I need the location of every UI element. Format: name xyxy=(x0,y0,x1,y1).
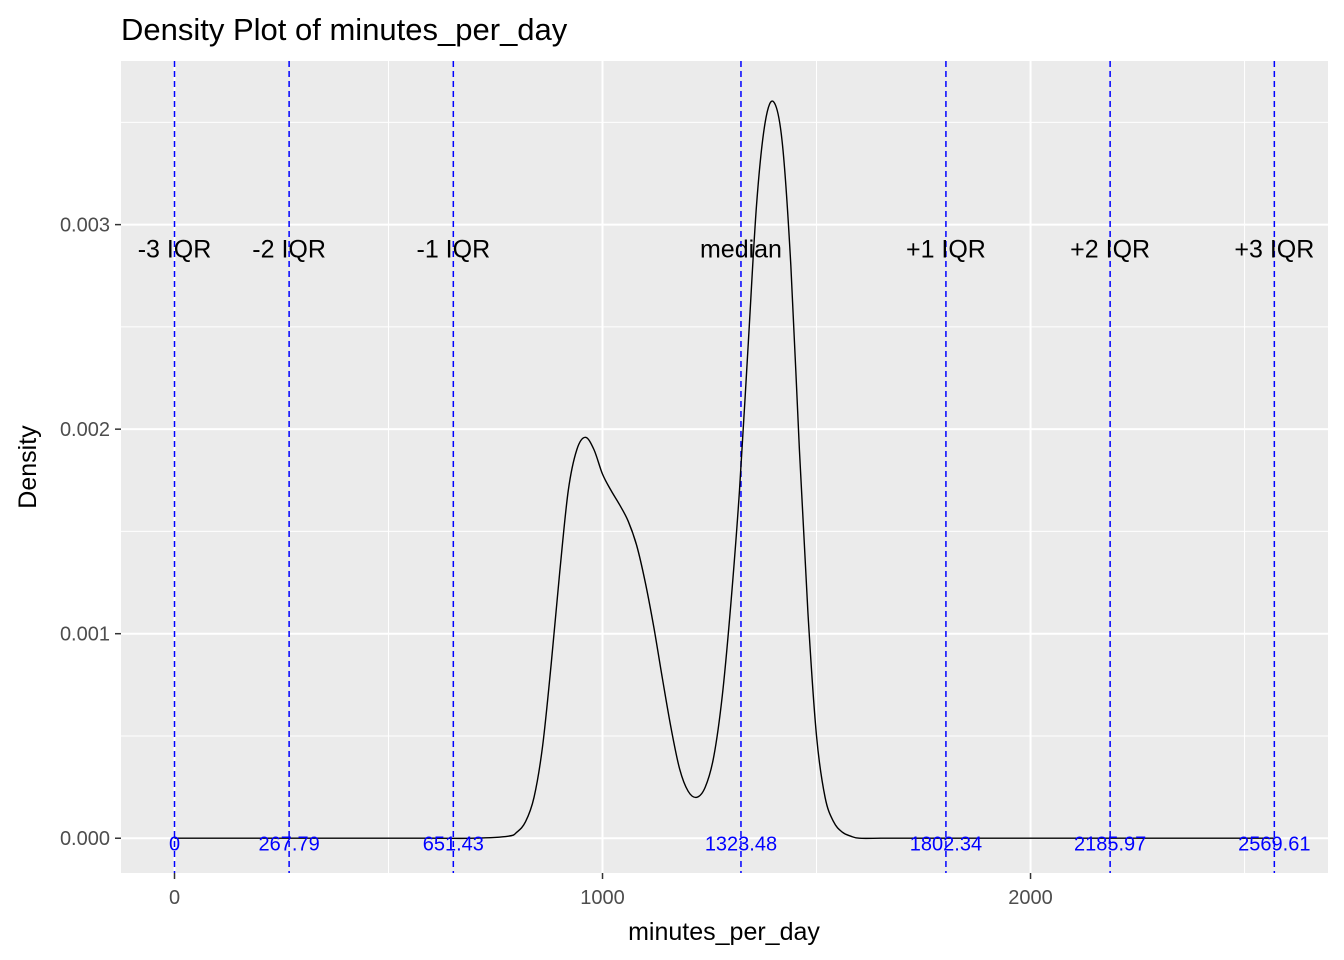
reference-label: +2 IQR xyxy=(1070,235,1150,263)
y-axis-ticks: 0.000 0.001 0.002 0.003 xyxy=(60,215,121,850)
reference-value-label: 1802.34 xyxy=(910,834,982,856)
reference-value-label: 0 xyxy=(169,834,180,856)
x-tick-label: 1000 xyxy=(580,887,625,909)
x-axis-title: minutes_per_day xyxy=(628,918,820,946)
minor-gridlines xyxy=(121,61,1328,873)
x-tick-label: 2000 xyxy=(1008,887,1053,909)
reference-label: -1 IQR xyxy=(417,235,491,263)
reference-value-label: 2185.97 xyxy=(1074,834,1146,856)
density-curve xyxy=(174,100,1275,840)
chart-title: Density Plot of minutes_per_day xyxy=(121,12,568,47)
y-tick-label: 0.001 xyxy=(60,624,110,646)
reference-value-label: 267.79 xyxy=(259,834,320,856)
reference-value-label: 2569.61 xyxy=(1238,834,1310,856)
x-tick-label: 0 xyxy=(169,887,180,909)
y-tick-label: 0.002 xyxy=(60,419,110,441)
reference-labels: -3 IQR -2 IQR -1 IQR median +1 IQR +2 IQR +3 I… xyxy=(138,235,1315,263)
reference-value-label: 651.43 xyxy=(423,834,484,856)
plot-panel xyxy=(121,61,1328,873)
x-axis-ticks: 0 1000 2000 xyxy=(169,873,1053,909)
reference-value-labels: 0 267.79 651.43 1323.48 1802.34 2185.97 2569.6… xyxy=(169,834,1311,856)
y-tick-label: 0.003 xyxy=(60,215,110,237)
y-axis-title: Density xyxy=(14,425,42,509)
reference-label: median xyxy=(700,235,782,263)
reference-label: +1 IQR xyxy=(906,235,986,263)
reference-value-label: 1323.48 xyxy=(705,834,777,856)
reference-label: -3 IQR xyxy=(138,235,212,263)
y-tick-label: 0.000 xyxy=(60,828,110,850)
reference-label: -2 IQR xyxy=(252,235,326,263)
reference-label: +3 IQR xyxy=(1234,235,1314,263)
